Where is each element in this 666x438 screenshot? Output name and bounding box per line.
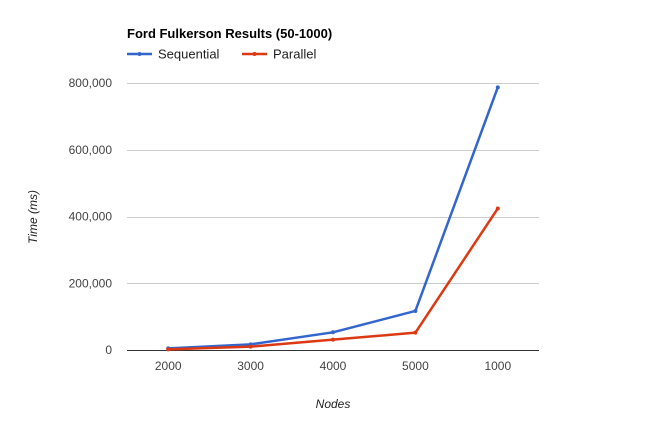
legend-item-parallel: Parallel bbox=[242, 47, 316, 62]
chart-title: Ford Fulkerson Results (50-1000) bbox=[127, 26, 332, 41]
y-axis-tick-labels: 0 200,000 400,000 600,000 800,000 bbox=[69, 76, 113, 357]
y-axis-title: Time (ms) bbox=[26, 190, 40, 244]
y-tick-label: 400,000 bbox=[69, 210, 113, 224]
data-point bbox=[331, 330, 335, 335]
y-tick-label: 0 bbox=[105, 343, 112, 357]
x-axis-title: Nodes bbox=[316, 397, 351, 411]
series-parallel bbox=[166, 206, 500, 352]
x-tick-label: 4000 bbox=[320, 359, 347, 373]
legend: Sequential Parallel bbox=[127, 47, 316, 62]
x-tick-label: 5000 bbox=[402, 359, 429, 373]
data-point bbox=[413, 330, 418, 335]
data-point bbox=[495, 206, 500, 211]
data-point bbox=[331, 337, 335, 342]
y-tick-label: 200,000 bbox=[69, 276, 113, 290]
series-line bbox=[166, 207, 500, 351]
data-point bbox=[248, 344, 253, 349]
legend-marker bbox=[252, 52, 257, 56]
x-tick-label: 2000 bbox=[155, 359, 182, 373]
legend-marker bbox=[137, 52, 142, 56]
series-lines bbox=[166, 85, 500, 352]
x-tick-label: 3000 bbox=[237, 359, 264, 373]
gridlines bbox=[127, 83, 539, 284]
legend-label: Parallel bbox=[273, 47, 316, 62]
legend-label: Sequential bbox=[158, 47, 220, 62]
data-point bbox=[166, 347, 171, 352]
data-point bbox=[413, 308, 418, 313]
y-tick-label: 800,000 bbox=[69, 76, 113, 90]
y-tick-label: 600,000 bbox=[69, 143, 113, 157]
data-point bbox=[495, 85, 500, 90]
legend-item-sequential: Sequential bbox=[127, 47, 220, 62]
x-tick-label: 1000 bbox=[484, 359, 511, 373]
x-axis-tick-labels: 2000 3000 4000 5000 1000 bbox=[155, 359, 512, 373]
